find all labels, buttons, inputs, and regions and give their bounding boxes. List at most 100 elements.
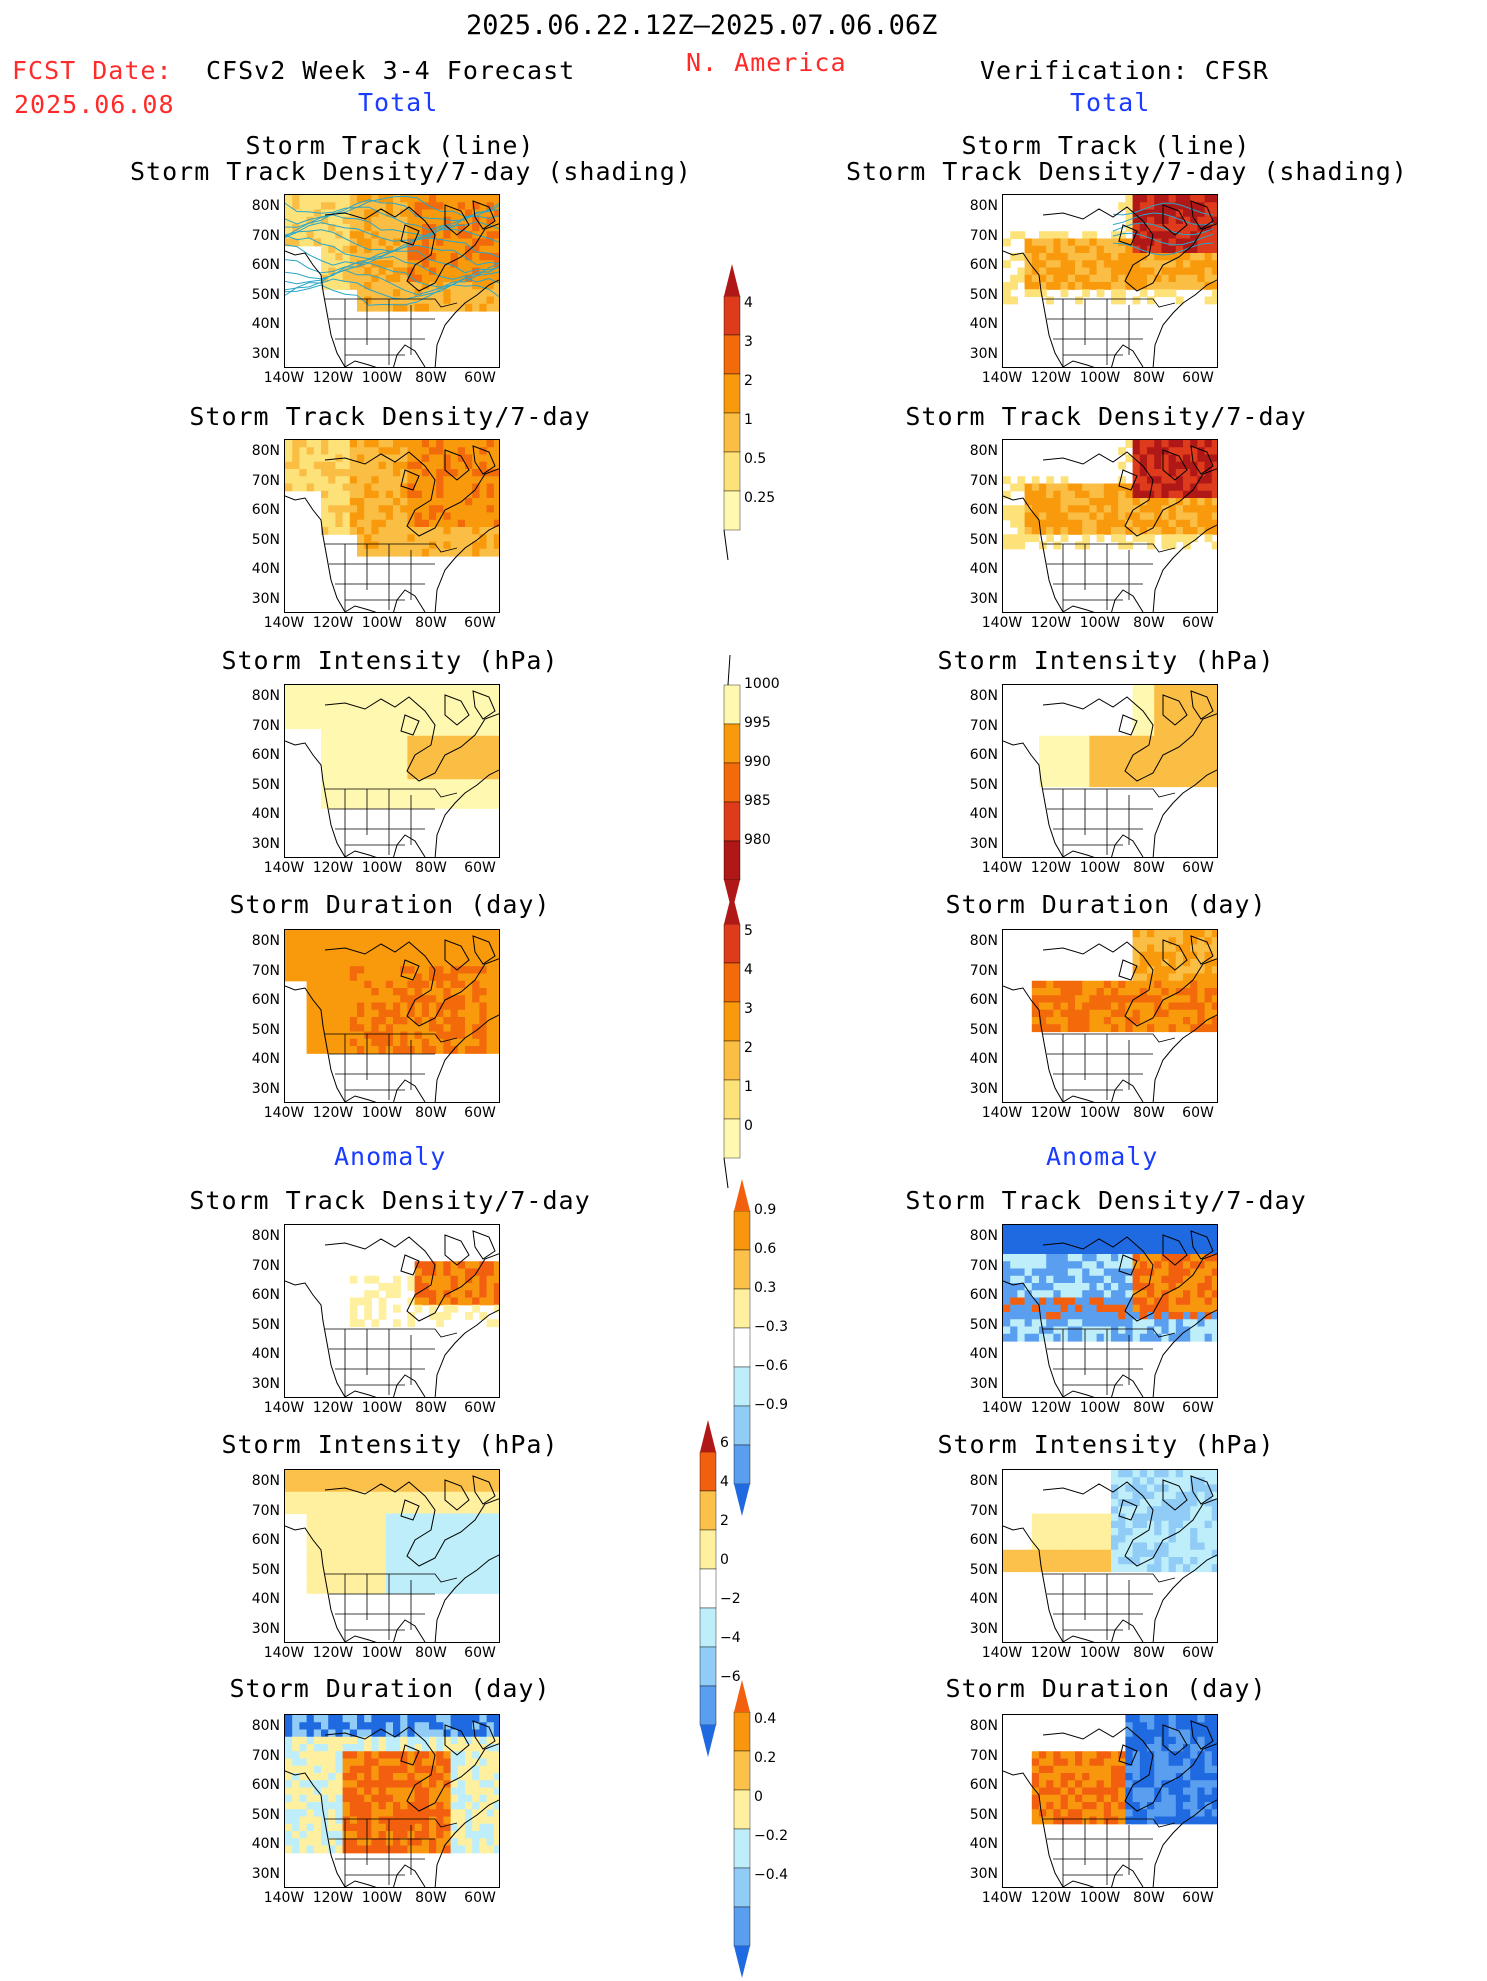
shade-cell	[1017, 1312, 1025, 1320]
shade-cell	[1176, 1010, 1184, 1018]
shade-cell	[1205, 239, 1213, 247]
shade-cell	[1205, 1550, 1213, 1558]
shade-cell	[1010, 1550, 1018, 1558]
lat-tick-label: 50N	[240, 1317, 280, 1333]
shade-cell	[472, 794, 480, 802]
shade-cell	[1133, 1334, 1141, 1342]
shade-cell	[1140, 1010, 1148, 1018]
shade-cell	[1061, 275, 1069, 283]
shade-cell	[1140, 692, 1148, 700]
lat-tick-label: 80N	[958, 933, 998, 949]
lon-tick-label: 60W	[1173, 1645, 1223, 1661]
shade-cell	[292, 1492, 300, 1500]
shade-cell	[357, 1499, 365, 1507]
shade-cell	[1046, 297, 1054, 305]
lat-tick-label: 40N	[958, 806, 998, 822]
shade-cell	[1097, 1327, 1105, 1335]
shade-cell	[1068, 527, 1076, 535]
shade-cell	[343, 1579, 351, 1587]
shade-cell	[1010, 1327, 1018, 1335]
shade-cell	[386, 1564, 394, 1572]
shade-cell	[487, 1586, 495, 1594]
shade-cell	[1053, 246, 1061, 254]
shade-cell	[1154, 1535, 1162, 1543]
shade-cell	[443, 988, 451, 996]
shade-cell	[343, 765, 351, 773]
shade-cell	[1068, 1232, 1076, 1240]
map-density-verification	[1002, 439, 1218, 613]
shade-cell	[1176, 260, 1184, 268]
shade-cell	[364, 440, 372, 448]
map-svg	[1003, 930, 1218, 1103]
shade-cell	[479, 1003, 487, 1011]
shade-cell	[1075, 282, 1083, 290]
shade-cell	[465, 1269, 473, 1277]
shade-cell	[393, 462, 401, 470]
shade-cell	[1082, 289, 1090, 297]
map-track-forecast	[284, 194, 500, 368]
shade-cell	[415, 758, 423, 766]
shade-cell	[314, 231, 322, 239]
shade-cell	[487, 1298, 495, 1306]
shade-cell	[357, 469, 365, 477]
shade-cell	[379, 1795, 387, 1803]
shade-cell	[379, 1715, 387, 1723]
shade-cell	[1032, 246, 1040, 254]
shade-cell	[379, 1737, 387, 1745]
shade-cell	[487, 736, 495, 744]
shade-cell	[407, 1032, 415, 1040]
shade-cell	[1032, 527, 1040, 535]
shade-cell	[400, 981, 408, 989]
shade-cell	[364, 787, 372, 795]
shade-cell	[285, 945, 293, 953]
shade-cell	[1169, 1319, 1177, 1327]
shade-cell	[1010, 1225, 1018, 1233]
shade-cell	[1169, 952, 1177, 960]
shade-cell	[479, 1737, 487, 1745]
shade-cell	[1190, 1003, 1198, 1011]
shade-cell	[1068, 491, 1076, 499]
shade-cell	[328, 1817, 336, 1825]
shade-cell	[335, 1780, 343, 1788]
shade-cell	[1205, 1327, 1213, 1335]
shade-cell	[415, 246, 423, 254]
shade-cell	[487, 1003, 495, 1011]
state-borders	[1043, 789, 1175, 857]
shade-cell	[1169, 440, 1177, 448]
shade-cell	[393, 787, 401, 795]
shade-cell	[393, 484, 401, 492]
shade-cell	[1212, 289, 1218, 297]
shade-cell	[343, 981, 351, 989]
shade-cell	[350, 1788, 358, 1796]
shade-cell	[436, 1557, 444, 1565]
shade-cell	[357, 1817, 365, 1825]
shade-cell	[1032, 1017, 1040, 1025]
shade-cell	[1154, 1564, 1162, 1572]
shade-cell	[472, 1550, 480, 1558]
shade-cell	[1032, 1312, 1040, 1320]
shade-cell	[1133, 685, 1141, 693]
shade-cell	[1169, 275, 1177, 283]
shade-cell	[1205, 1283, 1213, 1291]
shade-cell	[343, 447, 351, 455]
shade-cell	[1039, 743, 1047, 751]
shade-cell	[1017, 1269, 1025, 1277]
shade-cell	[1097, 1528, 1105, 1536]
shade-cell	[487, 549, 495, 557]
shade-cell	[1190, 1543, 1198, 1551]
shade-cell	[1097, 1017, 1105, 1025]
shade-cell	[1053, 1283, 1061, 1291]
shade-cell	[328, 736, 336, 744]
shade-cell	[335, 1017, 343, 1025]
shade-cell	[379, 1766, 387, 1774]
shade-cell	[357, 1744, 365, 1752]
shade-cell	[335, 750, 343, 758]
shade-cell	[379, 700, 387, 708]
shade-cell	[407, 491, 415, 499]
shade-cell	[465, 1312, 473, 1320]
shade-cell	[335, 1773, 343, 1781]
shade-cell	[422, 1269, 430, 1277]
shade-cell	[299, 1817, 307, 1825]
shade-cell	[386, 1557, 394, 1565]
shade-cell	[1125, 1521, 1133, 1529]
